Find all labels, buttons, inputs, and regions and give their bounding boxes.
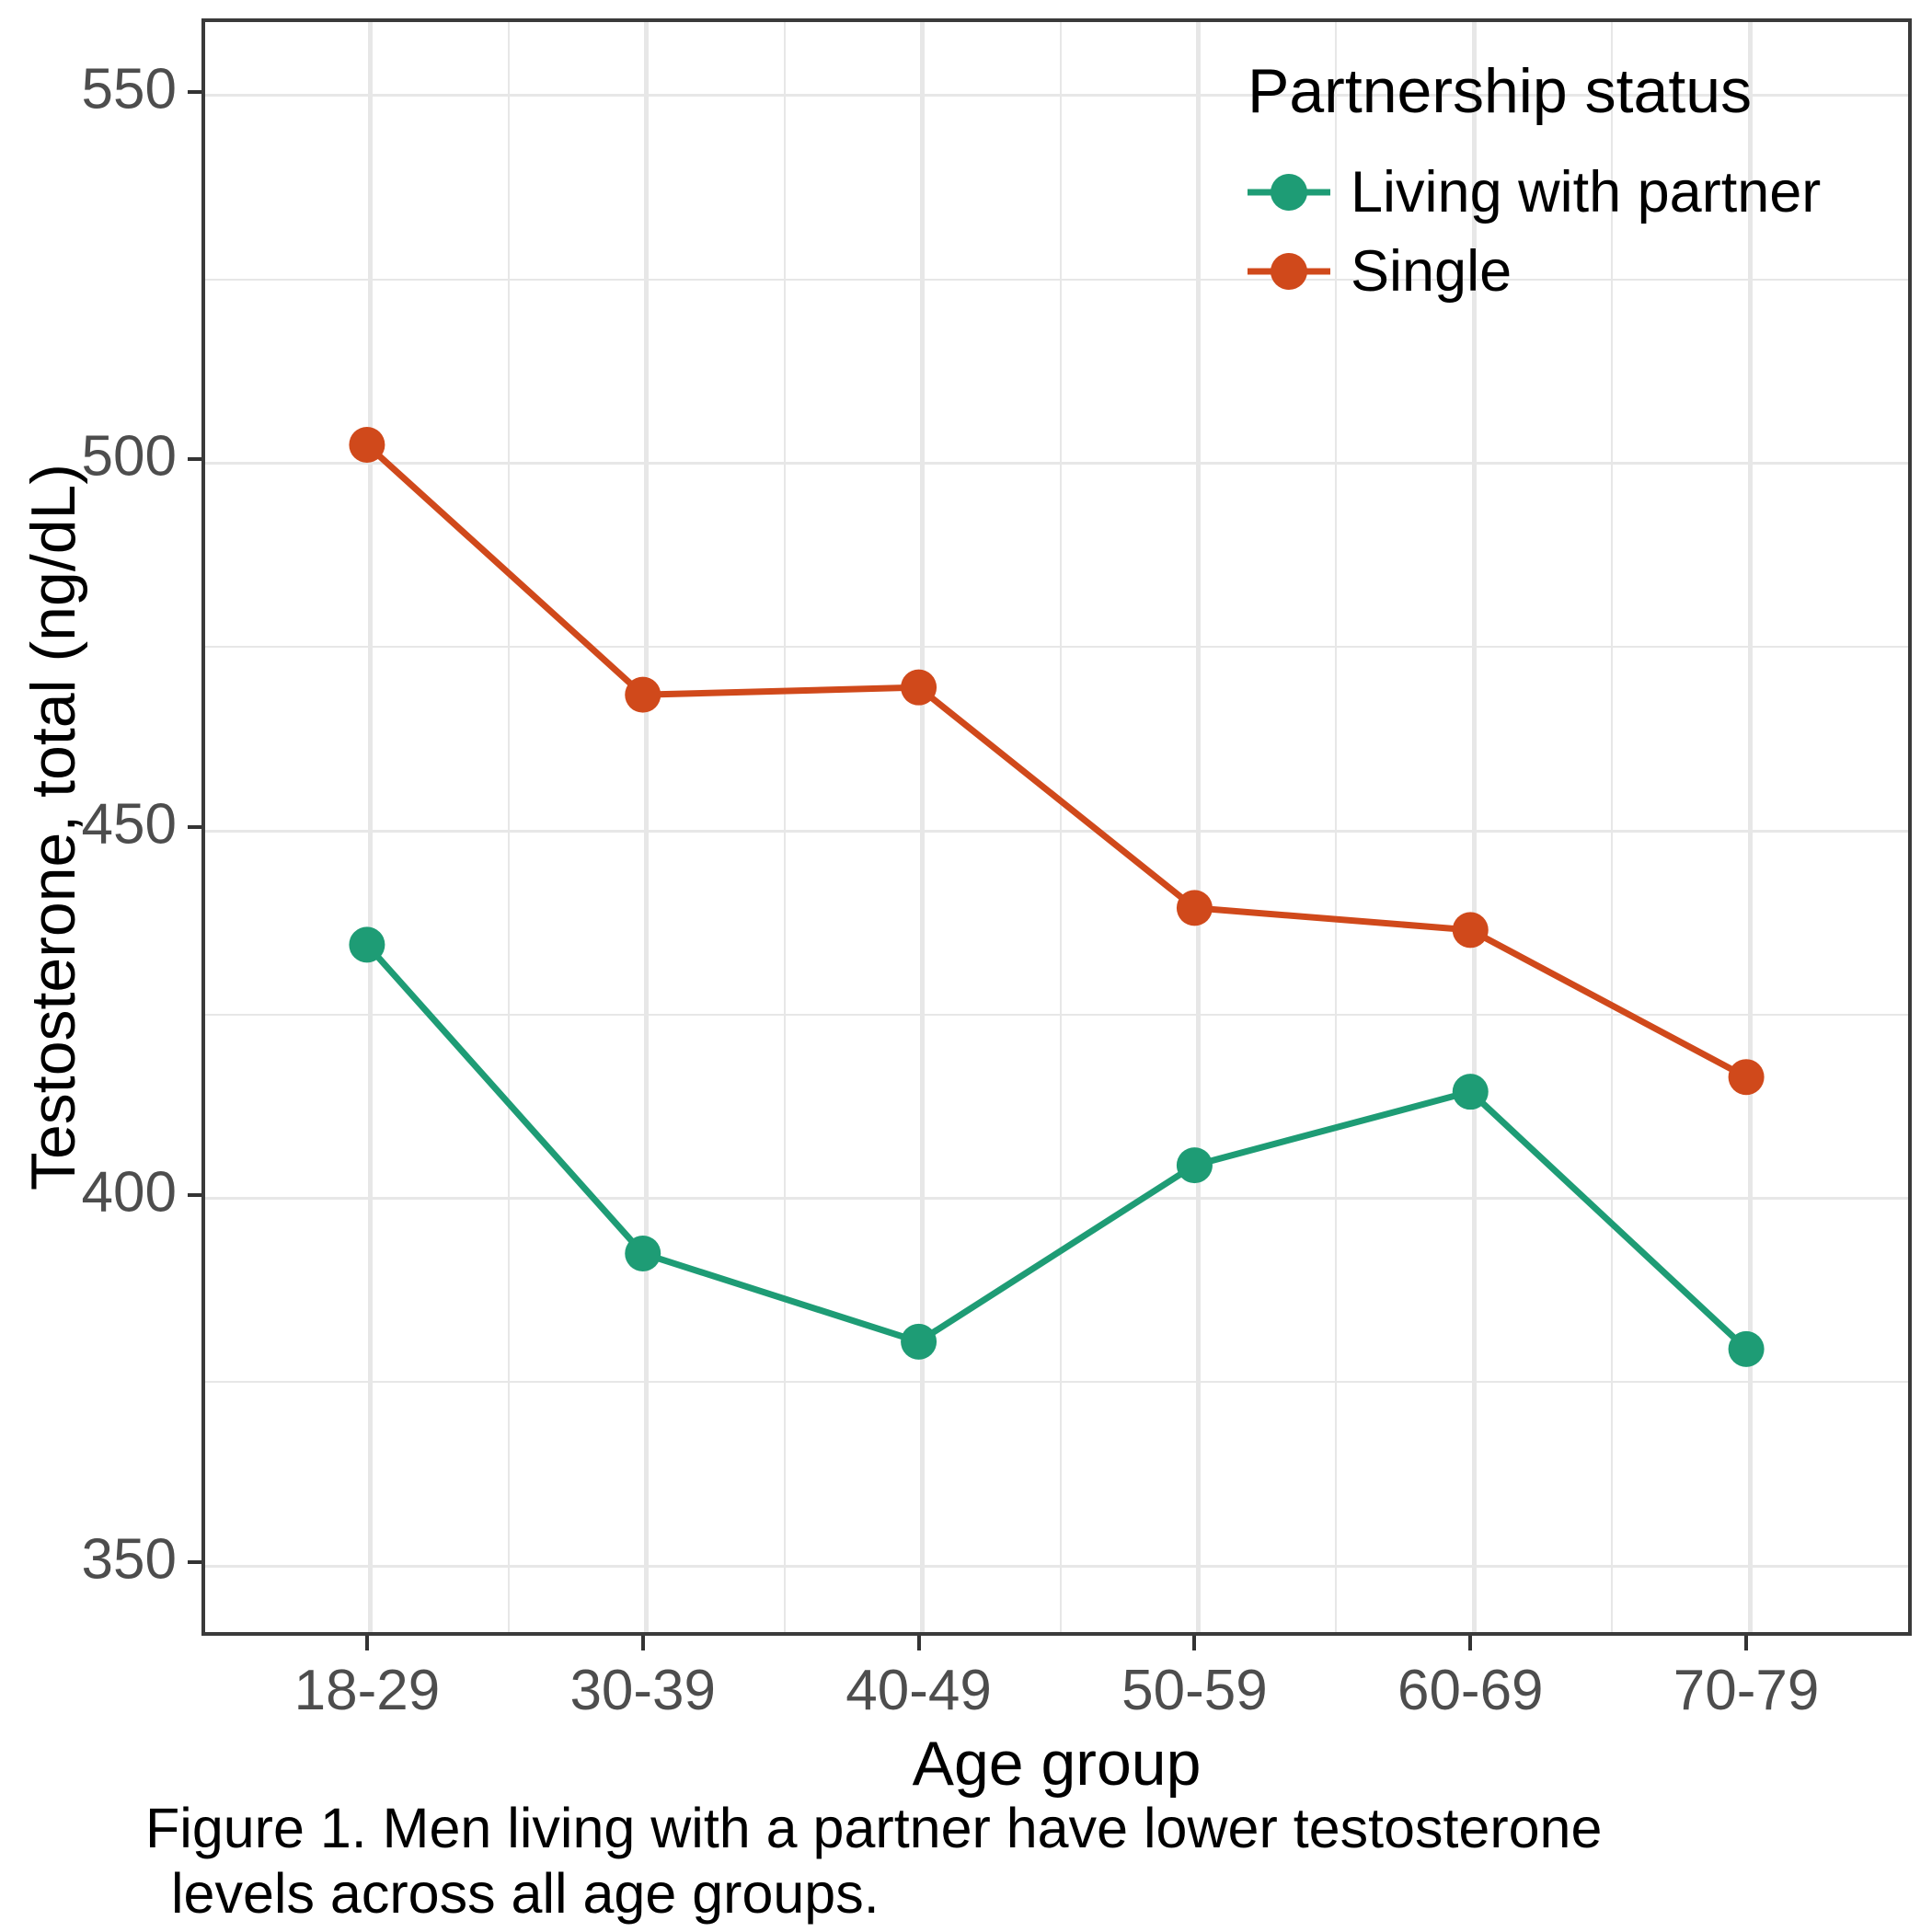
caption-line-1: Figure 1. Men living with a partner have… — [145, 1797, 1603, 1859]
y-tick-mark — [188, 89, 201, 94]
legend-entry: Living with partner — [1248, 153, 1821, 232]
x-tick-mark — [1468, 1636, 1473, 1650]
figure-caption: Figure 1. Men living with a partner have… — [145, 1796, 1602, 1926]
x-major-gridline — [1747, 22, 1753, 1632]
legend: Partnership status Living with partner Si… — [1248, 55, 1821, 311]
y-tick-label: 400 — [81, 1160, 177, 1225]
x-tick-mark — [1744, 1636, 1749, 1650]
x-tick-label: 30-39 — [569, 1659, 717, 1722]
x-tick-mark — [364, 1636, 369, 1650]
y-major-gridline — [205, 829, 1908, 833]
x-tick-label: 70-79 — [1673, 1659, 1820, 1722]
legend-key-dot — [1271, 174, 1307, 211]
x-tick-mark — [916, 1636, 921, 1650]
y-tick-mark — [188, 1192, 201, 1197]
legend-label: Single — [1351, 239, 1512, 304]
legend-label: Living with partner — [1351, 160, 1822, 224]
y-major-gridline — [205, 94, 1908, 98]
x-major-gridline — [1195, 22, 1201, 1632]
x-minor-gridline — [1059, 22, 1062, 1632]
y-major-gridline — [205, 461, 1908, 465]
y-axis-title: Testosterone, total (ng/dL) — [18, 463, 88, 1191]
legend-key-dot — [1271, 253, 1307, 290]
x-minor-gridline — [783, 22, 786, 1632]
legend-entry: Single — [1248, 232, 1821, 311]
legend-key-icon — [1248, 153, 1330, 232]
x-major-gridline — [368, 22, 374, 1632]
y-minor-gridline — [205, 278, 1908, 281]
legend-entries: Living with partner Single — [1248, 153, 1821, 311]
x-tick-label: 40-49 — [845, 1659, 992, 1722]
y-tick-label: 500 — [81, 425, 177, 489]
x-major-gridline — [644, 22, 650, 1632]
y-major-gridline — [205, 1197, 1908, 1201]
y-minor-gridline — [205, 1013, 1908, 1016]
caption-line-2: levels across all age groups. — [171, 1862, 880, 1925]
x-tick-mark — [1192, 1636, 1197, 1650]
x-minor-gridline — [507, 22, 510, 1632]
x-tick-label: 50-59 — [1121, 1659, 1268, 1722]
y-tick-mark — [188, 825, 201, 829]
y-tick-label: 450 — [81, 792, 177, 857]
y-major-gridline — [205, 1564, 1908, 1568]
legend-key-icon — [1248, 232, 1330, 311]
x-tick-mark — [640, 1636, 645, 1650]
y-tick-label: 350 — [81, 1527, 177, 1592]
y-minor-gridline — [205, 1381, 1908, 1384]
y-tick-label: 550 — [81, 57, 177, 121]
y-minor-gridline — [205, 646, 1908, 649]
x-axis-title: Age group — [912, 1729, 1202, 1799]
x-major-gridline — [920, 22, 926, 1632]
y-tick-mark — [188, 457, 201, 462]
x-tick-label: 18-29 — [293, 1659, 441, 1722]
legend-title: Partnership status — [1248, 56, 1753, 126]
y-tick-mark — [188, 1560, 201, 1565]
x-tick-label: 60-69 — [1397, 1659, 1544, 1722]
